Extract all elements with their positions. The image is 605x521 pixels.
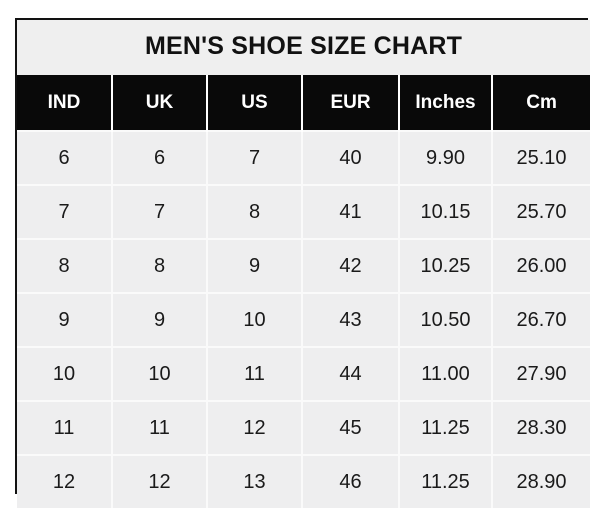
cell-inches: 9.90 <box>398 130 492 185</box>
cell-eur: 43 <box>301 292 399 347</box>
table-row: 9 9 10 43 10.50 26.70 <box>17 292 591 347</box>
size-chart-table: MEN'S SHOE SIZE CHART IND UK US EUR Inch… <box>17 20 591 508</box>
cell-inches: 11.00 <box>398 346 492 401</box>
cell-us: 9 <box>206 238 302 293</box>
cell-ind: 8 <box>17 238 112 293</box>
cell-eur: 45 <box>301 400 399 455</box>
cell-ind: 11 <box>17 400 112 455</box>
cell-uk: 8 <box>111 238 207 293</box>
cell-inches: 10.15 <box>398 184 492 239</box>
column-header-eur: EUR <box>301 75 399 131</box>
cell-us: 12 <box>206 400 302 455</box>
cell-eur: 46 <box>301 454 399 508</box>
cell-inches: 11.25 <box>398 400 492 455</box>
cell-us: 13 <box>206 454 302 508</box>
cell-cm: 28.30 <box>490 400 591 455</box>
cell-eur: 40 <box>301 130 399 185</box>
cell-cm: 26.70 <box>490 292 591 347</box>
cell-ind: 9 <box>17 292 112 347</box>
cell-inches: 10.50 <box>398 292 492 347</box>
cell-eur: 44 <box>301 346 399 401</box>
column-header-inches: Inches <box>398 75 492 131</box>
cell-cm: 25.10 <box>490 130 591 185</box>
table-row: 7 7 8 41 10.15 25.70 <box>17 184 591 239</box>
cell-cm: 27.90 <box>490 346 591 401</box>
chart-title-row: MEN'S SHOE SIZE CHART <box>17 20 591 75</box>
cell-ind: 10 <box>17 346 112 401</box>
table-row: 12 12 13 46 11.25 28.90 <box>17 454 591 508</box>
cell-uk: 11 <box>111 400 207 455</box>
cell-eur: 41 <box>301 184 399 239</box>
cell-us: 10 <box>206 292 302 347</box>
cell-us: 7 <box>206 130 302 185</box>
cell-ind: 6 <box>17 130 112 185</box>
cell-uk: 9 <box>111 292 207 347</box>
cell-us: 11 <box>206 346 302 401</box>
column-header-cm: Cm <box>490 75 591 131</box>
cell-ind: 7 <box>17 184 112 239</box>
table-row: 6 6 7 40 9.90 25.10 <box>17 130 591 185</box>
table-row: 11 11 12 45 11.25 28.30 <box>17 400 591 455</box>
cell-uk: 6 <box>111 130 207 185</box>
cell-eur: 42 <box>301 238 399 293</box>
table-body: MEN'S SHOE SIZE CHART IND UK US EUR Inch… <box>17 20 591 508</box>
shoe-size-chart: MEN'S SHOE SIZE CHART IND UK US EUR Inch… <box>15 18 591 508</box>
chart-title: MEN'S SHOE SIZE CHART <box>17 20 591 75</box>
column-header-us: US <box>206 75 302 131</box>
cell-us: 8 <box>206 184 302 239</box>
cell-cm: 26.00 <box>490 238 591 293</box>
cell-uk: 12 <box>111 454 207 508</box>
cell-cm: 25.70 <box>490 184 591 239</box>
cell-cm: 28.90 <box>490 454 591 508</box>
column-header-uk: UK <box>111 75 207 131</box>
cell-uk: 10 <box>111 346 207 401</box>
cell-ind: 12 <box>17 454 112 508</box>
cell-inches: 10.25 <box>398 238 492 293</box>
cell-inches: 11.25 <box>398 454 492 508</box>
table-row: 10 10 11 44 11.00 27.90 <box>17 346 591 401</box>
column-header-ind: IND <box>17 75 112 131</box>
cell-uk: 7 <box>111 184 207 239</box>
table-row: 8 8 9 42 10.25 26.00 <box>17 238 591 293</box>
table-header-row: IND UK US EUR Inches Cm <box>17 75 591 131</box>
